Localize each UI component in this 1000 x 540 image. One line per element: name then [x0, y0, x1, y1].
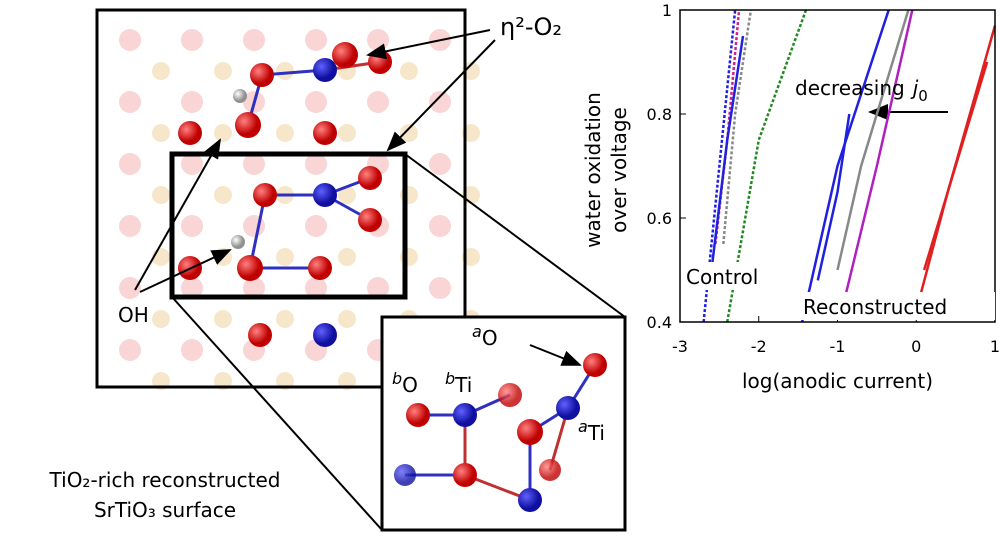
y-tick-label: 0.6	[647, 209, 672, 228]
atom	[338, 124, 356, 142]
label-sup: b	[392, 369, 402, 388]
label-bg	[682, 262, 782, 290]
zoom-line	[404, 153, 626, 318]
atom	[181, 29, 203, 51]
inset-label: aO	[472, 322, 498, 350]
line	[722, 9, 753, 245]
atom	[338, 310, 356, 328]
atom	[152, 124, 170, 142]
inset-label: bO	[392, 369, 418, 397]
x-tick-label: 1	[990, 337, 1000, 356]
label-sup: a	[472, 322, 482, 341]
structure-front	[178, 42, 392, 347]
atom	[214, 124, 232, 142]
atom	[152, 186, 170, 204]
annotation-symbol: j	[910, 76, 919, 100]
x-tick-label: -2	[751, 337, 767, 356]
atom	[181, 91, 203, 113]
inset-structure	[394, 353, 607, 512]
line	[844, 9, 914, 297]
y-tick-label: 1	[662, 1, 672, 20]
atom	[276, 248, 294, 266]
label-base: Ti	[587, 421, 605, 445]
atom	[119, 215, 141, 237]
atom	[243, 277, 265, 299]
atom	[338, 248, 356, 266]
atom	[429, 153, 451, 175]
atom	[338, 186, 356, 204]
label-base: Ti	[454, 373, 472, 397]
label-bg	[800, 292, 995, 320]
annotation-sub: 0	[918, 87, 928, 105]
line	[816, 113, 851, 281]
y-tick-label: 0.4	[647, 313, 672, 332]
atom	[119, 277, 141, 299]
atom	[400, 62, 418, 80]
line	[922, 61, 989, 271]
label-base: O	[482, 326, 498, 350]
line	[710, 35, 745, 271]
annotation: decreasing j0	[795, 76, 928, 105]
atom	[214, 310, 232, 328]
atom	[119, 339, 141, 361]
x-tick-label: -3	[672, 337, 688, 356]
y-tick-label: 0.8	[647, 105, 672, 124]
atom	[429, 91, 451, 113]
atom	[305, 215, 327, 237]
plot: -3 -2 -1 0 1 0.4 0.6 0.8 1 log(anodic current) wat…	[581, 1, 1000, 393]
atom	[305, 153, 327, 175]
inset-label: bTi	[445, 369, 472, 397]
arrows	[134, 29, 948, 366]
atom	[243, 29, 265, 51]
atom	[429, 277, 451, 299]
atom	[305, 277, 327, 299]
inset-label: aTi	[578, 417, 605, 445]
caption: TiO₂-rich reconstructed	[49, 468, 281, 492]
x-tick-label: 0	[911, 337, 921, 356]
atom	[181, 153, 203, 175]
label-sup: a	[578, 417, 588, 436]
eta-label: η²-O₂	[500, 13, 562, 41]
atom	[305, 91, 327, 113]
x-tick-label: -1	[830, 337, 846, 356]
atom	[214, 62, 232, 80]
line	[726, 9, 808, 323]
x-axis-label: log(anodic current)	[742, 369, 933, 393]
annotation-text: decreasing	[795, 76, 905, 100]
atom	[429, 215, 451, 237]
atom	[305, 29, 327, 51]
atom	[214, 186, 232, 204]
atom	[243, 153, 265, 175]
atom	[152, 62, 170, 80]
atom	[367, 29, 389, 51]
atom	[181, 215, 203, 237]
atom	[400, 124, 418, 142]
line	[714, 9, 741, 245]
oh-label: OH	[118, 303, 149, 327]
atom	[152, 310, 170, 328]
y-axis-label: water oxidation	[581, 92, 605, 248]
atom	[276, 62, 294, 80]
line	[836, 9, 910, 271]
atom	[119, 29, 141, 51]
label-sup: b	[445, 369, 455, 388]
zoom-line	[171, 296, 383, 531]
atom	[276, 310, 294, 328]
atom	[181, 339, 203, 361]
atom	[181, 277, 203, 299]
label-base: O	[402, 373, 418, 397]
atom	[276, 124, 294, 142]
atom	[367, 91, 389, 113]
caption: SrTiO₃ surface	[94, 498, 236, 522]
annotation: Reconstructed	[803, 295, 947, 319]
annotation: Control	[686, 265, 758, 289]
y-axis-label: over voltage	[607, 107, 631, 233]
atom	[119, 91, 141, 113]
atom	[367, 277, 389, 299]
line	[800, 9, 890, 323]
atom	[119, 153, 141, 175]
